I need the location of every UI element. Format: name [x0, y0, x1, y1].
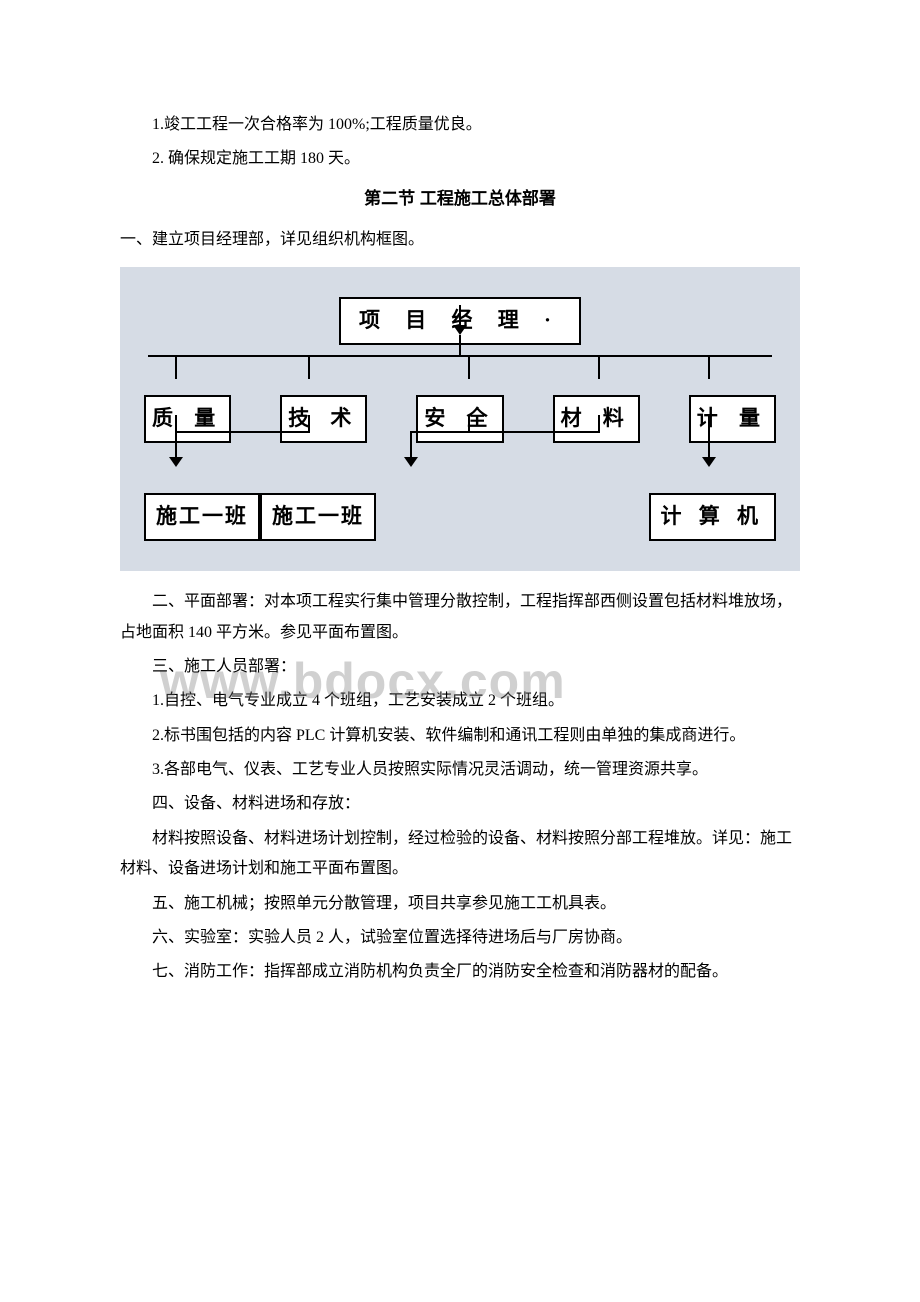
connector	[175, 355, 177, 379]
connector	[148, 355, 772, 357]
org-box-team1: 施工一班	[144, 493, 260, 541]
paragraph-2: 2. 确保规定施工工期 180 天。	[120, 144, 800, 174]
connector	[308, 355, 310, 379]
connector	[708, 355, 710, 379]
org-box-team2: 施工一班	[260, 493, 376, 541]
paragraph-3: 一、建立项目经理部，详见组织机构框图。	[120, 225, 800, 255]
connector	[459, 335, 461, 355]
org-row-2: 质 量 技 术 安 全 材 料 计 量	[140, 395, 780, 443]
paragraph-9: 四、设备、材料进场和存放：	[120, 789, 800, 819]
paragraph-8: 3.各部电气、仪表、工艺专业人员按照实际情况灵活调动，统一管理资源共享。	[120, 755, 800, 785]
paragraph-7: 2.标书围包括的内容 PLC 计算机安装、软件编制和通讯工程则由单独的集成商进行…	[120, 721, 800, 751]
connector	[459, 305, 461, 327]
connector	[175, 431, 310, 433]
paragraph-5: 三、施工人员部署：	[120, 652, 800, 682]
arrow-icon	[702, 457, 716, 467]
org-box-measure: 计 量	[689, 395, 776, 443]
org-box-computer: 计 算 机	[649, 493, 777, 541]
org-box-material: 材 料	[553, 395, 640, 443]
connector	[410, 431, 412, 459]
org-chart: 项 目 经 理 · 质 量 技 术 安 全 材 料 计 量	[120, 267, 800, 571]
paragraph-11: 五、施工机械；按照单元分散管理，项目共享参见施工工机具表。	[120, 889, 800, 919]
paragraph-4: 二、平面部署：对本项工程实行集中管理分散控制，工程指挥部西侧设置包括材料堆放场，…	[120, 587, 800, 648]
watermark-zone: www.bdocx.com 三、施工人员部署：	[120, 652, 800, 682]
org-box-tech: 技 术	[280, 395, 367, 443]
connector	[410, 431, 600, 433]
arrow-icon	[404, 457, 418, 467]
org-box-quality: 质 量	[144, 395, 231, 443]
paragraph-13: 七、消防工作：指挥部成立消防机构负责全厂的消防安全检查和消防器材的配备。	[120, 957, 800, 987]
arrow-icon	[453, 325, 467, 335]
section-title: 第二节 工程施工总体部署	[120, 183, 800, 215]
paragraph-10: 材料按照设备、材料进场计划控制，经过检验的设备、材料按照分部工程堆放。详见：施工…	[120, 824, 800, 885]
connector	[598, 355, 600, 379]
org-row-3: 施工一班 施工一班 计 算 机	[140, 493, 780, 541]
org-box-safety: 安 全	[416, 395, 503, 443]
connector	[175, 431, 177, 459]
paragraph-12: 六、实验室：实验人员 2 人，试验室位置选择待进场后与厂房协商。	[120, 923, 800, 953]
document-body: 1.竣工工程一次合格率为 100%;工程质量优良。 2. 确保规定施工工期 18…	[120, 110, 800, 988]
paragraph-1: 1.竣工工程一次合格率为 100%;工程质量优良。	[120, 110, 800, 140]
arrow-icon	[169, 457, 183, 467]
connector	[468, 355, 470, 379]
connector	[708, 415, 710, 459]
paragraph-6: 1.自控、电气专业成立 4 个班组，工艺安装成立 2 个班组。	[120, 686, 800, 716]
